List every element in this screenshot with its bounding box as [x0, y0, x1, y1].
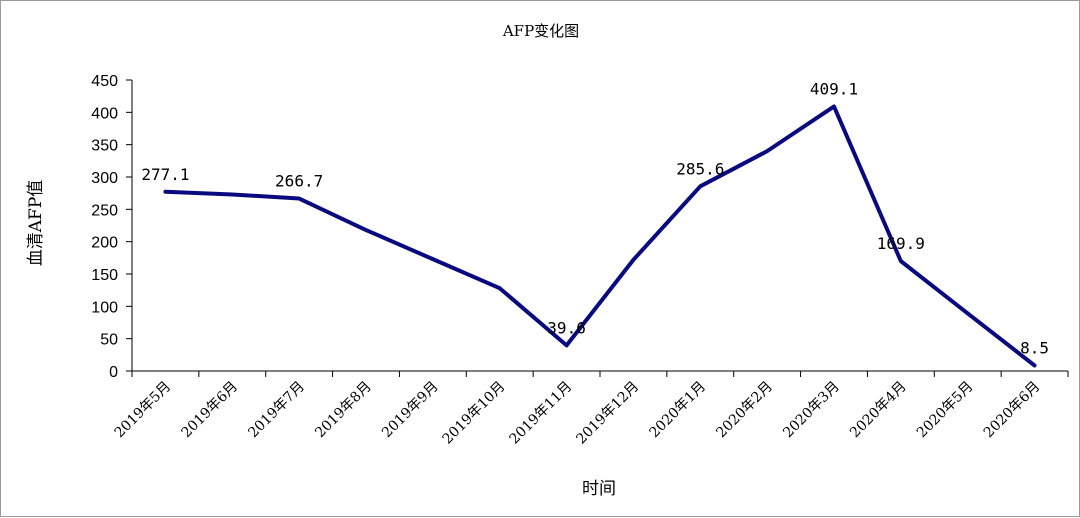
data-labels: 277.1 266.7 39.6 285.6 409.1 169.9 8.5 — [141, 79, 1049, 357]
data-label: 277.1 — [141, 165, 189, 184]
data-point — [1033, 364, 1037, 368]
series-group — [163, 104, 1037, 368]
data-point — [364, 228, 368, 232]
x-tick-label: 2019年5月 — [112, 379, 175, 442]
data-label: 266.7 — [275, 172, 323, 191]
chart-title: AFP变化图 — [502, 22, 579, 40]
y-tick-label: 400 — [91, 105, 118, 122]
x-axis-title: 时间 — [582, 479, 616, 499]
x-tick-label: 2019年7月 — [245, 379, 308, 442]
data-point — [631, 258, 635, 262]
x-tick-label: 2019年11月 — [506, 379, 575, 448]
y-tick-label: 450 — [91, 73, 118, 90]
y-tick-label: 200 — [91, 235, 118, 252]
data-label: 409.1 — [810, 79, 858, 98]
data-label: 39.6 — [547, 318, 586, 337]
y-tick-label: 50 — [100, 332, 118, 349]
data-point — [163, 190, 167, 194]
y-tick-label: 350 — [91, 138, 118, 155]
data-label: 169.9 — [877, 234, 925, 253]
x-tick-label: 2019年10月 — [440, 379, 509, 448]
data-label: 8.5 — [1020, 339, 1049, 358]
x-tick-label: 2020年2月 — [713, 379, 776, 442]
y-tick-label: 150 — [91, 267, 118, 284]
y-tick-label: 250 — [91, 202, 118, 219]
y-tick-label: 300 — [91, 170, 118, 187]
x-tick-label: 2020年1月 — [647, 379, 710, 442]
data-point — [431, 257, 435, 261]
x-tick-label: 2020年5月 — [914, 379, 977, 442]
series-line — [163, 104, 1037, 368]
data-point — [297, 197, 301, 201]
x-tick-label: 2019年8月 — [312, 379, 375, 442]
data-point — [565, 343, 569, 347]
y-axis-title: 血清AFP值 — [26, 180, 46, 267]
y-tick-label: 100 — [91, 299, 118, 316]
y-axis: 0 50 100 150 200 250 300 350 400 450 — [91, 73, 133, 381]
data-point — [832, 104, 836, 108]
x-tick-label: 2019年9月 — [379, 379, 442, 442]
x-tick-label: 2020年6月 — [981, 379, 1044, 442]
data-point — [230, 192, 234, 196]
data-label: 285.6 — [676, 159, 724, 178]
data-point — [899, 259, 903, 263]
data-point — [698, 184, 702, 188]
x-axis: 2019年5月 2019年6月 2019年7月 2019年8月 2019年9月2019年… — [112, 370, 1069, 448]
data-point — [966, 311, 970, 315]
data-point — [498, 286, 502, 290]
data-point — [765, 149, 769, 153]
y-tick-label: 0 — [109, 364, 118, 381]
x-tick-label: 2019年6月 — [179, 379, 242, 442]
x-tick-label: 2020年3月 — [780, 379, 843, 442]
x-tick-label: 2019年12月 — [573, 379, 642, 448]
x-tick-label: 2020年4月 — [847, 379, 910, 442]
